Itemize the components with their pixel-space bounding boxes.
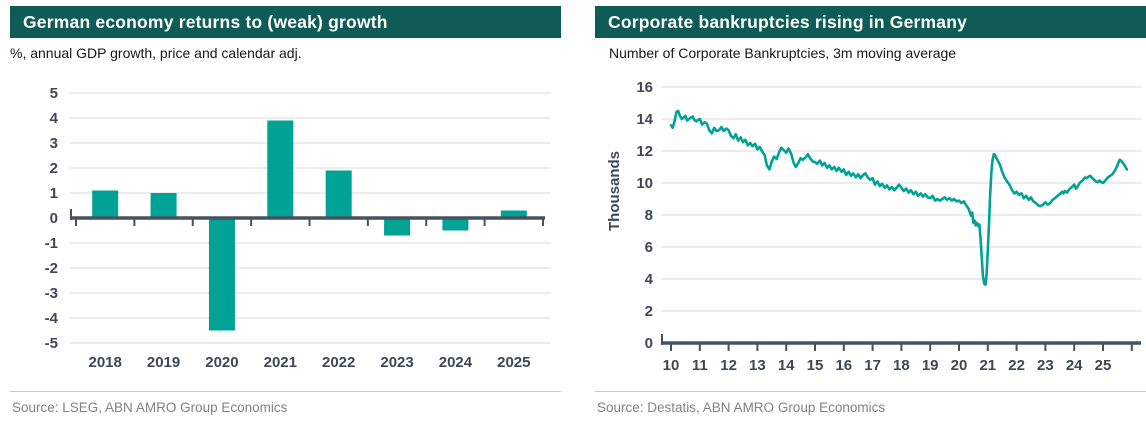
x-tick-label: 11: [692, 357, 708, 374]
y-tick-label: -2: [45, 260, 58, 277]
y-tick-label: 0: [645, 335, 653, 352]
y-tick-label: -5: [45, 335, 58, 352]
bankruptcies-chart-title: Corporate bankruptcies rising in Germany: [608, 11, 968, 32]
y-tick-label: 0: [50, 210, 58, 227]
gdp-chart-title-bar: German economy returns to (weak) growth: [10, 6, 561, 38]
gdp-bar-chart-svg: 5 4 3 2 1 0 -1 -2 -3 -4 -5 2018 2019 2020 2021 2022 2023…: [45, 85, 551, 371]
x-tick-label: 2019: [147, 354, 180, 371]
x-tick-label: 2018: [89, 354, 122, 371]
bar-2021: [267, 120, 294, 218]
bar-2022: [325, 170, 352, 218]
y-tick-label: 10: [636, 175, 653, 192]
bankruptcies-panel: Corporate bankruptcies rising in Germany…: [595, 6, 1146, 415]
y-tick-label: 3: [50, 135, 58, 152]
y-tick-label: 16: [636, 79, 653, 96]
x-tick-label: 18: [893, 357, 910, 374]
bankruptcies-line: [669, 109, 1129, 286]
bankruptcies-line-chart: 16 14 12 10 8 6 4 2 0 Thousands 10 11 12 13 14 15 16 17 18…: [595, 67, 1146, 385]
y-tick-label: 4: [50, 110, 59, 127]
bankruptcies-chart-title-bar: Corporate bankruptcies rising in Germany: [595, 6, 1146, 38]
bar-2018: [92, 190, 119, 218]
x-tick-label: 13: [749, 357, 766, 374]
x-tick-label: 25: [1095, 357, 1112, 374]
gdp-bar-chart: 5 4 3 2 1 0 -1 -2 -3 -4 -5 2018 2019 2020 2021 2022 2023…: [10, 67, 561, 385]
y-tick-label: -1: [45, 235, 58, 252]
y-tick-label: 2: [50, 160, 58, 177]
x-tick-label: 2025: [497, 354, 530, 371]
y-tick-label: 1: [50, 185, 58, 202]
x-tick-label: 2024: [439, 354, 473, 371]
y-tick-label: -3: [45, 285, 58, 302]
gdp-chart-title: German economy returns to (weak) growth: [23, 11, 388, 32]
y-tick-label: 14: [636, 111, 653, 128]
x-tick-label: 22: [1008, 357, 1025, 374]
bankruptcies-source-note: Source: Destatis, ABN AMRO Group Economi…: [595, 391, 1146, 415]
bar-2024: [442, 218, 469, 231]
gdp-growth-panel: German economy returns to (weak) growth …: [10, 6, 561, 415]
y-tick-label: 6: [645, 239, 653, 256]
y-tick-label: 12: [636, 143, 653, 160]
x-tick-label: 2021: [264, 354, 297, 371]
x-tick-label: 19: [922, 357, 939, 374]
bar-2020: [208, 218, 235, 331]
y-tick-label: -4: [45, 310, 59, 327]
x-tick-label: 24: [1066, 357, 1083, 374]
x-tick-label: 20: [951, 357, 968, 374]
report-charts: German economy returns to (weak) growth …: [10, 6, 1146, 415]
x-tick-label: 17: [864, 357, 881, 374]
y-tick-label: 5: [50, 85, 58, 102]
gdp-chart-subtitle: %, annual GDP growth, price and calendar…: [10, 45, 302, 61]
y-tick-label: 8: [645, 207, 653, 224]
x-tick-label: 16: [835, 357, 852, 374]
x-tick-label: 10: [663, 357, 680, 374]
y-tick-label: 2: [645, 303, 653, 320]
bar-2019: [150, 193, 177, 218]
gdp-source-note: Source: LSEG, ABN AMRO Group Economics: [10, 391, 561, 415]
x-tick-label: 14: [778, 357, 795, 374]
x-tick-label: 15: [807, 357, 824, 374]
x-tick-label: 2022: [322, 354, 355, 371]
x-tick-label: 2023: [380, 354, 413, 371]
x-tick-label: 2020: [205, 354, 238, 371]
y-tick-label: 4: [645, 271, 654, 288]
y-axis-title: Thousands: [606, 151, 623, 231]
bar-2025: [500, 210, 527, 218]
bar-2023: [384, 218, 411, 236]
x-tick-label: 21: [979, 357, 996, 374]
x-tick-label: 12: [720, 357, 737, 374]
bankruptcies-chart-subtitle: Number of Corporate Bankruptcies, 3m mov…: [609, 45, 957, 61]
x-tick-label: 23: [1037, 357, 1054, 374]
